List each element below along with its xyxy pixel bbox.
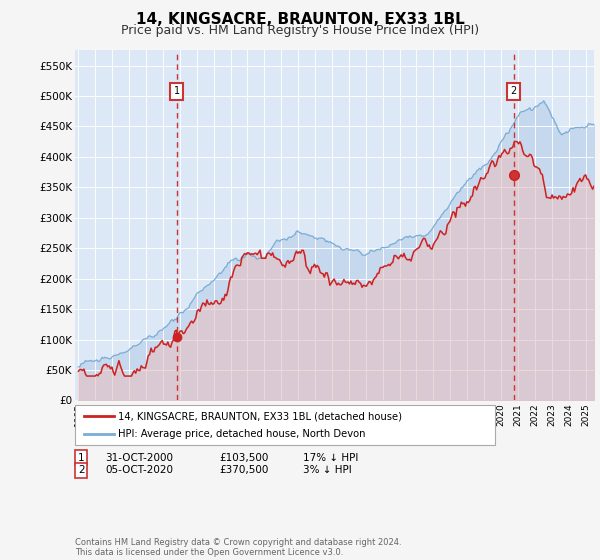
- Text: Contains HM Land Registry data © Crown copyright and database right 2024.
This d: Contains HM Land Registry data © Crown c…: [75, 538, 401, 557]
- Text: 14, KINGSACRE, BRAUNTON, EX33 1BL (detached house): 14, KINGSACRE, BRAUNTON, EX33 1BL (detac…: [118, 411, 402, 421]
- Text: £103,500: £103,500: [219, 452, 268, 463]
- Text: 14, KINGSACRE, BRAUNTON, EX33 1BL: 14, KINGSACRE, BRAUNTON, EX33 1BL: [136, 12, 464, 27]
- Text: 2: 2: [78, 465, 85, 475]
- Text: 1: 1: [78, 452, 85, 463]
- Text: 31-OCT-2000: 31-OCT-2000: [105, 452, 173, 463]
- Text: 2: 2: [511, 86, 517, 96]
- Text: 17% ↓ HPI: 17% ↓ HPI: [303, 452, 358, 463]
- Text: Price paid vs. HM Land Registry's House Price Index (HPI): Price paid vs. HM Land Registry's House …: [121, 24, 479, 36]
- Text: 05-OCT-2020: 05-OCT-2020: [105, 465, 173, 475]
- Text: 3% ↓ HPI: 3% ↓ HPI: [303, 465, 352, 475]
- Text: 1: 1: [174, 86, 180, 96]
- Text: HPI: Average price, detached house, North Devon: HPI: Average price, detached house, Nort…: [118, 429, 366, 439]
- Text: £370,500: £370,500: [219, 465, 268, 475]
